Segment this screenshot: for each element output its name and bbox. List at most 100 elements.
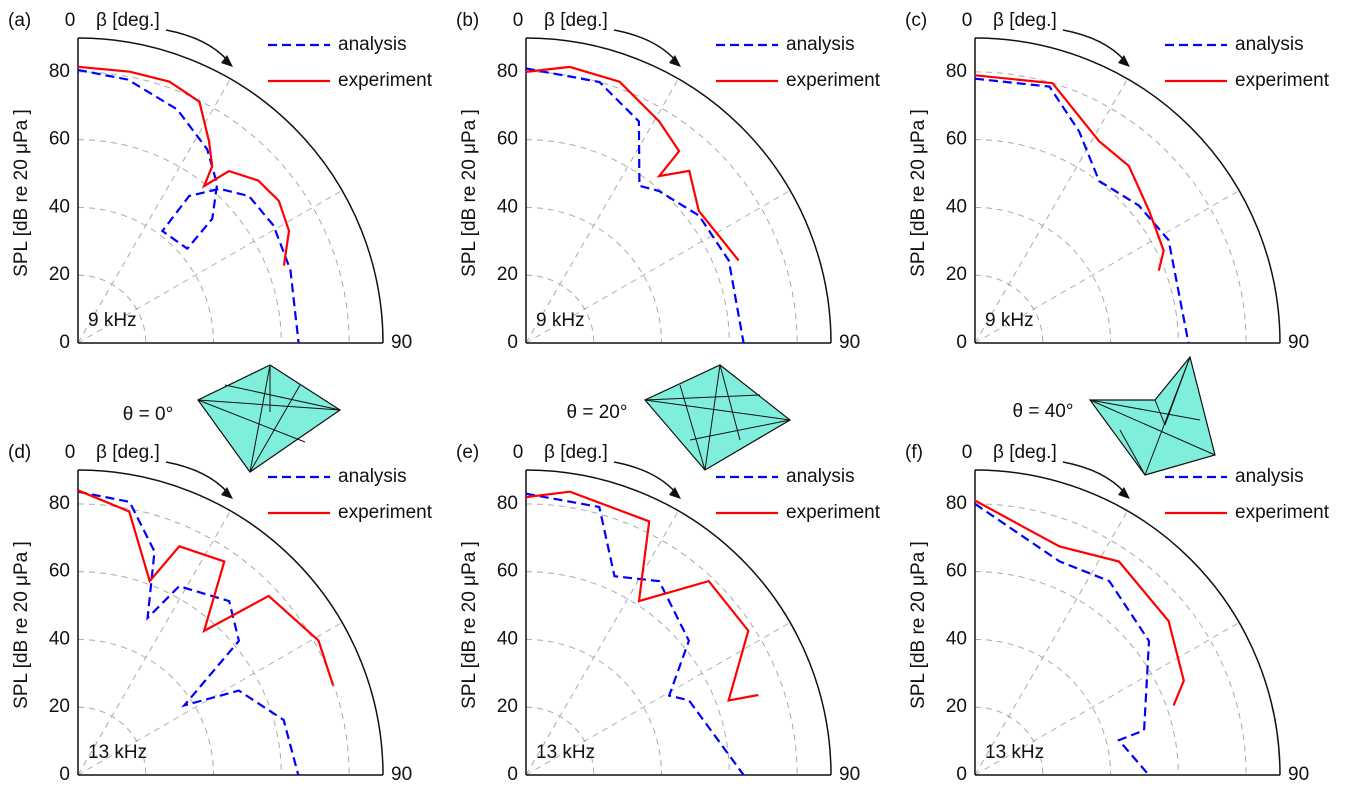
outer-arc — [525, 469, 832, 776]
note: 13 kHz — [88, 742, 147, 763]
theta-tick-label: 90 — [1288, 764, 1309, 785]
theta-tick-label: 0 — [65, 442, 76, 463]
r-tick-label: 0 — [507, 764, 518, 785]
r-tick-label: 0 — [507, 332, 518, 353]
series-line — [974, 502, 1151, 776]
legend-label: experiment — [1235, 70, 1330, 91]
series-line — [77, 490, 300, 776]
panel-label: (b) — [456, 10, 479, 31]
arrow-head — [221, 55, 233, 67]
r-tick-label: 60 — [946, 129, 967, 150]
outer-arc — [77, 469, 384, 776]
series-line — [974, 499, 1185, 706]
legend-label: experiment — [338, 70, 433, 91]
r-tick-label: 80 — [49, 61, 70, 82]
grid-arc — [77, 274, 147, 344]
r-tick-label: 20 — [946, 264, 967, 285]
series-line — [77, 68, 300, 344]
r-tick-label: 60 — [497, 129, 518, 150]
grid-arc — [974, 274, 1044, 344]
r-tick-label: 40 — [49, 196, 70, 217]
legend-label: analysis — [1235, 466, 1304, 487]
legend-label: analysis — [786, 34, 855, 55]
legend-label: analysis — [786, 466, 855, 487]
panel-label: (e) — [456, 442, 479, 463]
r-tick-label: 20 — [497, 696, 518, 717]
theta-tick-label: 0 — [962, 10, 973, 31]
grid-arc — [974, 706, 1044, 776]
note: 13 kHz — [536, 742, 595, 763]
direction-arrow — [613, 461, 677, 494]
theta-tick-label: 0 — [513, 442, 524, 463]
r-tick-label: 80 — [946, 493, 967, 514]
grid-arc — [77, 706, 147, 776]
grid-arc — [525, 571, 730, 776]
theta-tick-label: 90 — [391, 764, 412, 785]
outer-arc — [974, 469, 1281, 776]
series-line — [77, 489, 335, 686]
grid-ray — [974, 510, 1128, 776]
r-tick-label: 20 — [49, 264, 70, 285]
theta-label: β [deg.] — [96, 442, 160, 463]
r-axis-label: SPL [dB re 20 μPa ] — [459, 541, 480, 709]
grid-arc — [525, 706, 595, 776]
series-line — [525, 490, 759, 702]
mesh-icon — [1088, 355, 1216, 476]
grid-arc — [974, 503, 1247, 776]
theta-tick-label: 90 — [1288, 332, 1309, 353]
r-tick-label: 20 — [497, 264, 518, 285]
grid-ray — [525, 510, 679, 776]
r-tick-label: 80 — [49, 493, 70, 514]
grid-ray — [974, 190, 1240, 344]
grid-arc — [525, 503, 798, 776]
r-axis-label: SPL [dB re 20 μPa ] — [459, 109, 480, 277]
mesh-icon — [644, 364, 792, 471]
r-tick-label: 20 — [49, 696, 70, 717]
grid-ray — [77, 78, 231, 344]
r-tick-label: 60 — [497, 561, 518, 582]
grid-ray — [77, 190, 343, 344]
theta-tick-label: 0 — [962, 442, 973, 463]
grid-arc — [525, 274, 595, 344]
grid-arc — [77, 71, 350, 344]
note: 9 kHz — [536, 310, 585, 331]
r-tick-label: 80 — [497, 61, 518, 82]
note: 9 kHz — [88, 310, 137, 331]
r-tick-label: 40 — [49, 628, 70, 649]
panel-label: (d) — [8, 442, 31, 463]
r-axis-label: SPL [dB re 20 μPa ] — [11, 541, 32, 709]
r-tick-label: 60 — [49, 561, 70, 582]
theta-label: β [deg.] — [544, 10, 608, 31]
series-line — [974, 74, 1165, 271]
r-tick-label: 40 — [497, 628, 518, 649]
r-tick-label: 0 — [59, 332, 70, 353]
r-tick-label: 60 — [49, 129, 70, 150]
grid-ray — [525, 622, 791, 776]
grid-ray — [525, 190, 791, 344]
arrow-head — [1118, 55, 1130, 67]
theta-annotation: θ = 40° — [1013, 401, 1074, 422]
theta-label: β [deg.] — [544, 442, 608, 463]
theta-label: β [deg.] — [993, 10, 1057, 31]
grid-ray — [77, 622, 343, 776]
direction-arrow — [165, 461, 229, 494]
arrow-head — [221, 487, 233, 499]
arrow-head — [1118, 487, 1130, 499]
theta-annotation: θ = 20° — [567, 402, 628, 423]
outer-arc — [77, 37, 384, 344]
theta-tick-label: 0 — [513, 10, 524, 31]
series-line — [974, 77, 1190, 344]
theta-annotation: θ = 0° — [123, 404, 173, 425]
series-line — [525, 492, 745, 776]
outer-arc — [974, 37, 1281, 344]
note: 9 kHz — [985, 310, 1034, 331]
mesh-icon — [197, 364, 342, 473]
r-tick-label: 60 — [946, 561, 967, 582]
grid-arc — [525, 139, 730, 344]
outer-arc — [525, 37, 832, 344]
legend-label: experiment — [1235, 502, 1330, 523]
direction-arrow — [613, 29, 677, 62]
legend-label: analysis — [338, 466, 407, 487]
theta-label: β [deg.] — [993, 442, 1057, 463]
r-tick-label: 0 — [956, 764, 967, 785]
